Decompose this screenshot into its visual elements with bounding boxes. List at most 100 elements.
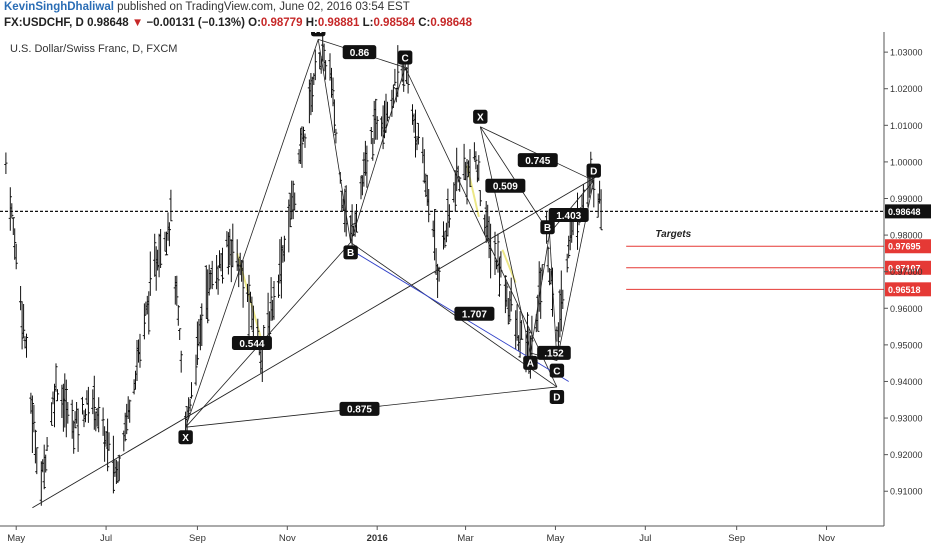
harmonic-line[interactable] xyxy=(185,242,351,428)
ratio-label: 0.745 xyxy=(525,156,550,167)
last-price: 0.98648 xyxy=(87,17,129,29)
x-tick-label: May xyxy=(7,533,25,544)
target-price-tag xyxy=(885,282,931,297)
target-price-value: 0.97695 xyxy=(888,242,921,252)
target-price-tag xyxy=(885,239,931,254)
chart-background xyxy=(0,32,932,550)
x-tick-label: Nov xyxy=(279,533,296,544)
harmonic-line[interactable] xyxy=(404,67,558,388)
low-value: 0.98584 xyxy=(373,17,416,29)
y-tick-label: 1.00000 xyxy=(890,157,923,167)
price-chart[interactable]: U.S. Dollar/Swiss Franc, D, FXCM 0.98648… xyxy=(0,32,932,550)
ohlc-bars xyxy=(4,32,603,506)
y-tick-label: 0.99000 xyxy=(890,194,923,204)
y-tick-label: 0.92000 xyxy=(890,450,923,460)
highlight-stroke xyxy=(466,165,480,218)
point-label-box[interactable] xyxy=(178,430,193,445)
point-label-box[interactable] xyxy=(549,389,565,404)
y-tick-label: 1.02000 xyxy=(890,84,923,94)
point-label: D xyxy=(553,393,560,404)
ratio-label: 1.707 xyxy=(462,310,487,321)
ratio-label-box[interactable] xyxy=(548,207,589,222)
ratio-label-box[interactable] xyxy=(517,153,558,168)
y-tick-label: 0.96000 xyxy=(890,304,923,314)
ratio-label-box[interactable] xyxy=(537,345,571,360)
harmonic-line[interactable] xyxy=(479,126,531,354)
target-price-value: 0.96518 xyxy=(888,285,921,295)
close-label: C: xyxy=(418,17,431,29)
point-label-box[interactable] xyxy=(586,163,601,178)
x-tick-label: Nov xyxy=(818,533,835,544)
y-tick-label: 1.01000 xyxy=(890,121,923,131)
y-tick-label: 1.03000 xyxy=(890,48,923,58)
ratio-label-box[interactable] xyxy=(339,401,380,416)
harmonic-line[interactable] xyxy=(185,39,319,428)
point-label: C xyxy=(402,53,409,64)
harmonic-line[interactable] xyxy=(317,39,352,243)
chart-header: KevinSinghDhaliwal published on TradingV… xyxy=(0,0,932,32)
point-label-box[interactable] xyxy=(540,220,555,235)
y-tick-label: 0.97000 xyxy=(890,267,923,277)
close-value: 0.98648 xyxy=(430,17,472,29)
publish-line: KevinSinghDhaliwal published on TradingV… xyxy=(4,1,410,13)
x-tick-label: 2016 xyxy=(367,533,388,544)
point-label: B xyxy=(347,248,354,259)
open-label: O: xyxy=(248,17,261,29)
ohlc-line: FX:USDCHF, D 0.98648 ▼ −0.00131 (−0.13%)… xyxy=(4,17,472,29)
x-tick-label: Jul xyxy=(100,533,112,544)
harmonic-line[interactable] xyxy=(350,242,558,388)
down-arrow-icon: ▼ xyxy=(131,17,144,29)
ratio-label: 0.86 xyxy=(350,48,370,59)
ratio-label: 1.403 xyxy=(556,211,581,222)
author-link[interactable]: KevinSinghDhaliwal xyxy=(4,1,114,13)
y-tick-label: 0.91000 xyxy=(890,487,923,497)
harmonic-line[interactable] xyxy=(530,233,550,353)
low-label: L: xyxy=(362,17,374,29)
target-price-value: 0.97107 xyxy=(888,263,921,273)
point-label: A xyxy=(315,32,322,36)
point-label: A xyxy=(527,359,534,370)
harmonic-line[interactable] xyxy=(350,67,406,243)
harmonic-line[interactable] xyxy=(549,233,558,361)
open-value: 0.98779 xyxy=(260,17,303,29)
x-tick-label: Sep xyxy=(728,533,745,544)
ratio-label-box[interactable] xyxy=(231,336,272,351)
x-tick-label: Sep xyxy=(189,533,206,544)
y-tick-label: 0.98000 xyxy=(890,231,923,241)
y-tick-label: 0.93000 xyxy=(890,414,923,424)
x-tick-label: Mar xyxy=(457,533,473,544)
point-label-box[interactable] xyxy=(311,32,326,37)
high-label: H: xyxy=(305,17,318,29)
ratio-label-box[interactable] xyxy=(485,178,526,193)
current-price-value: 0.98648 xyxy=(888,207,921,217)
ratio-label: .152 xyxy=(544,349,564,360)
current-price-tag xyxy=(885,204,931,219)
symbol-label[interactable]: FX:USDCHF, D xyxy=(4,17,84,29)
point-label: X xyxy=(477,113,484,124)
point-label-box[interactable] xyxy=(523,355,538,370)
point-label-box[interactable] xyxy=(397,50,413,65)
harmonic-line[interactable] xyxy=(549,180,595,234)
y-tick-label: 0.95000 xyxy=(890,340,923,350)
change-value: −0.00131 (−0.13%) xyxy=(146,17,245,29)
point-label-box[interactable] xyxy=(343,245,358,260)
point-label-box[interactable] xyxy=(549,363,565,378)
point-label: D xyxy=(590,166,597,177)
trend-line[interactable] xyxy=(32,174,600,509)
x-tick-label: May xyxy=(546,533,564,544)
y-tick-label: 0.94000 xyxy=(890,377,923,387)
target-price-tag xyxy=(885,260,931,275)
chart-title: U.S. Dollar/Swiss Franc, D, FXCM xyxy=(10,43,177,55)
targets-label: Targets xyxy=(655,229,691,240)
ratio-label-box[interactable] xyxy=(454,306,495,321)
x-tick-label: Jul xyxy=(639,533,651,544)
ratio-label: 0.544 xyxy=(239,339,264,350)
point-label: B xyxy=(544,223,551,234)
ratio-label: 0.875 xyxy=(347,405,372,416)
ratio-label: 0.509 xyxy=(493,181,518,192)
ratio-label-box[interactable] xyxy=(342,45,377,60)
point-label: C xyxy=(553,366,560,377)
published-text: published on TradingView.com, June 02, 2… xyxy=(117,1,410,13)
point-label-box[interactable] xyxy=(473,109,488,124)
high-value: 0.98881 xyxy=(317,17,360,29)
